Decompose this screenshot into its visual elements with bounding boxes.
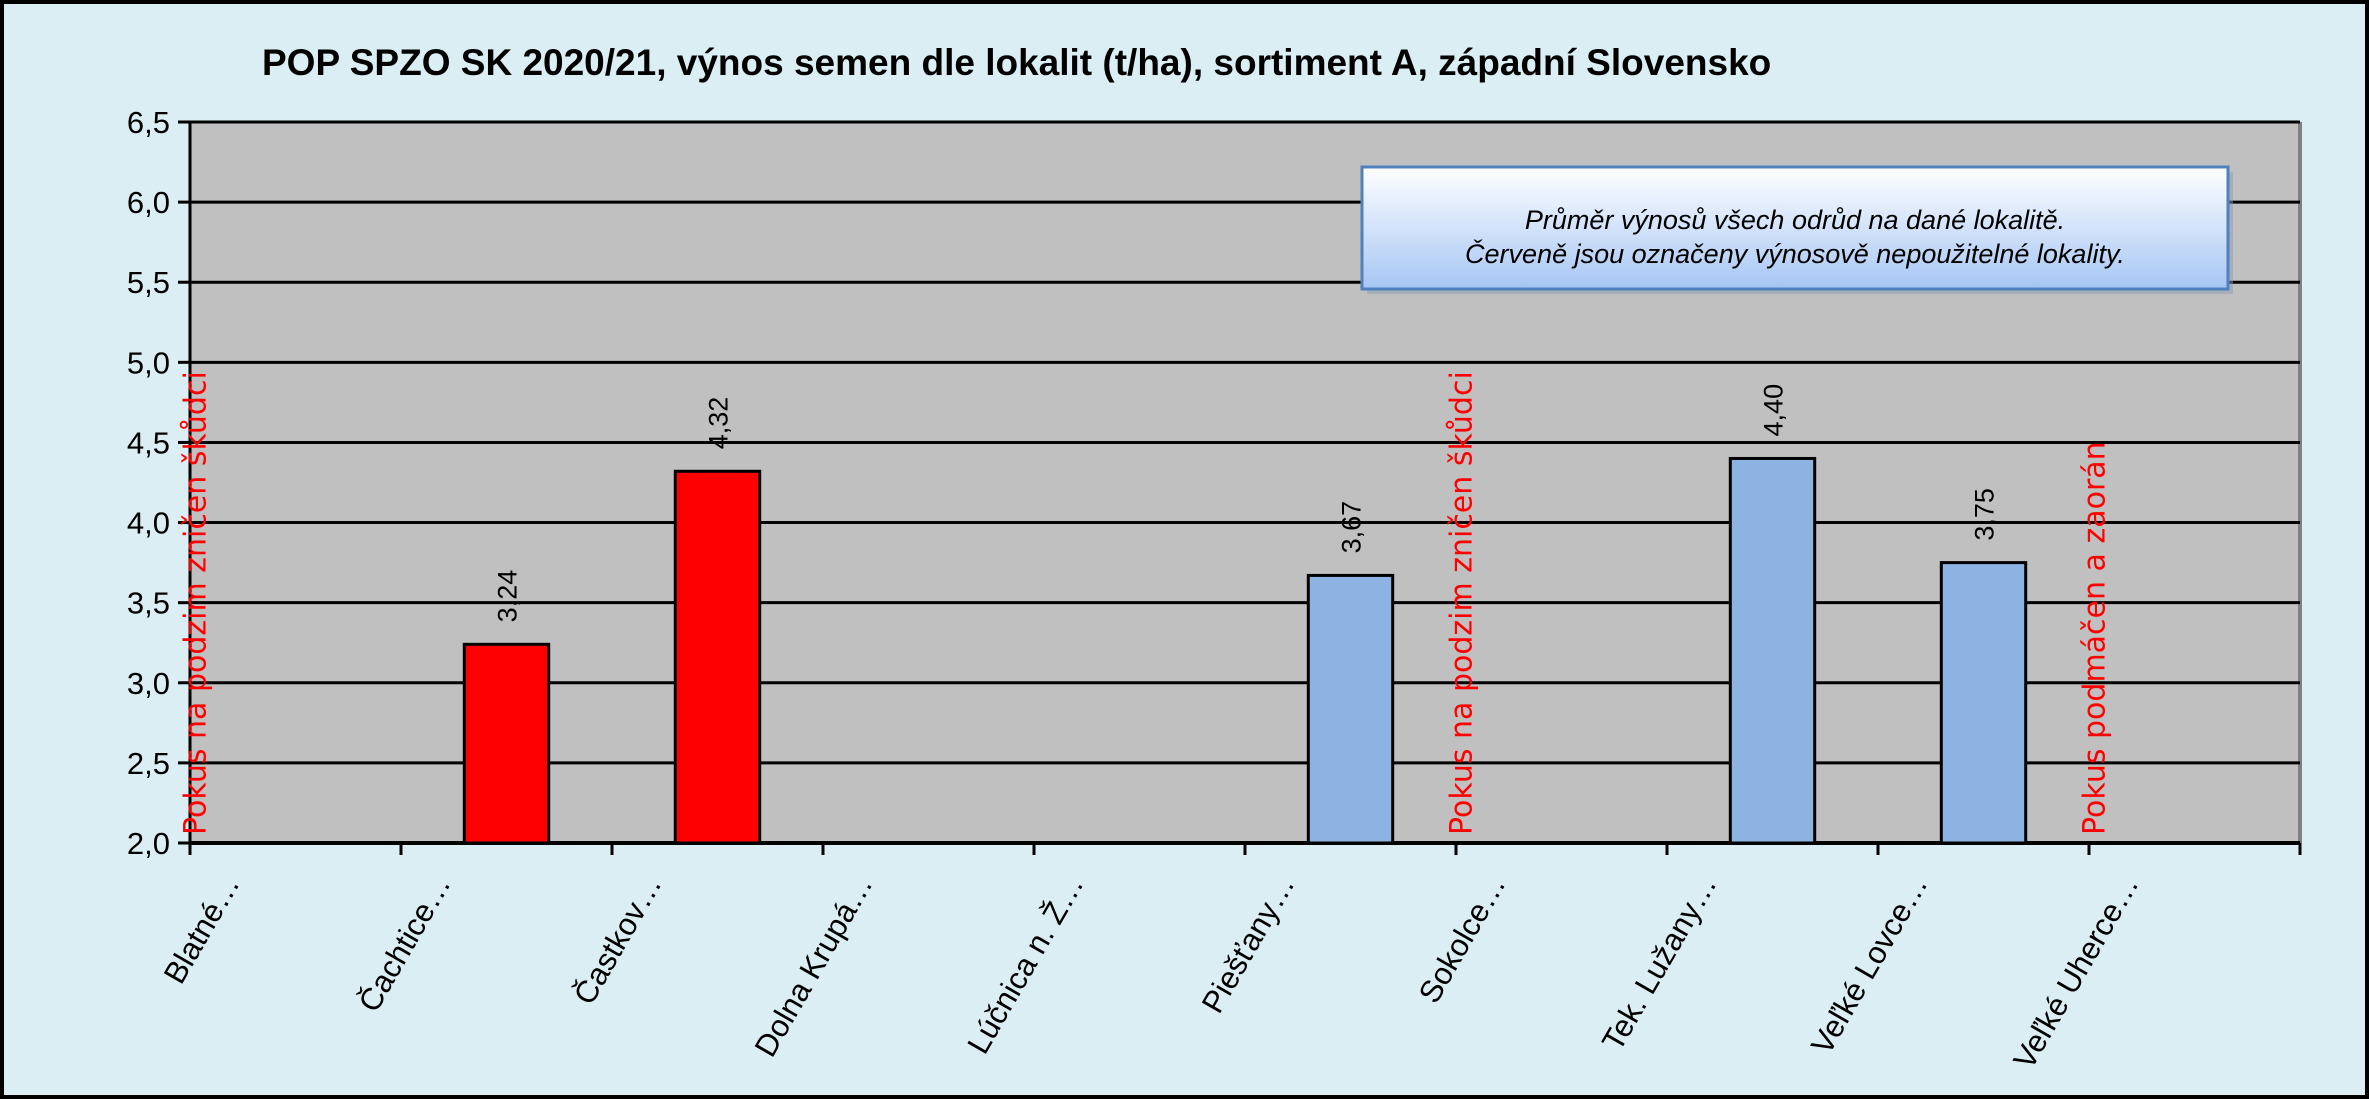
annotation-line-2: Červeně jsou označeny výnosově nepoužite… (1465, 238, 2125, 269)
bar-2 (673, 469, 762, 845)
bar-7 (1728, 456, 1817, 845)
data-label-8: 3,75 (1970, 488, 2000, 541)
y-tick-label-7: 5,5 (127, 265, 170, 300)
y-tick-label-9: 6,5 (127, 105, 170, 140)
y-tick-label-4: 4,0 (127, 506, 170, 541)
y-tick-label-8: 6,0 (127, 185, 170, 220)
y-tick-label-6: 5,0 (127, 345, 170, 380)
chart-title: POP SPZO SK 2020/21, výnos semen dle lok… (262, 42, 1771, 83)
bar-5 (1306, 573, 1395, 845)
y-tick-label-1: 2,5 (127, 746, 170, 781)
data-label-5: 3,67 (1337, 501, 1367, 554)
note-9: Pokus podmáčen a zaorán (2078, 441, 2113, 835)
data-label-1: 3,24 (493, 570, 523, 623)
y-tick-label-2: 3,0 (127, 666, 170, 701)
data-label-7: 4,40 (1759, 384, 1789, 437)
bar-8 (1939, 561, 2028, 845)
note-0: Pokus na podzim zničen škůdci (179, 371, 214, 835)
annotation-box-frame (1360, 165, 2230, 291)
annotation-box: Průměr výnosů všech odrůd na dané lokali… (1360, 165, 2233, 294)
y-tick-label-0: 2,0 (127, 826, 170, 861)
note-6: Pokus na podzim zničen škůdci (1445, 371, 1480, 835)
y-tick-label-5: 4,5 (127, 425, 170, 460)
data-label-2: 4,32 (704, 397, 734, 450)
bar-1 (462, 642, 551, 845)
y-tick-label-3: 3,5 (127, 586, 170, 621)
annotation-line-1: Průměr výnosů všech odrůd na dané lokali… (1525, 205, 2065, 235)
